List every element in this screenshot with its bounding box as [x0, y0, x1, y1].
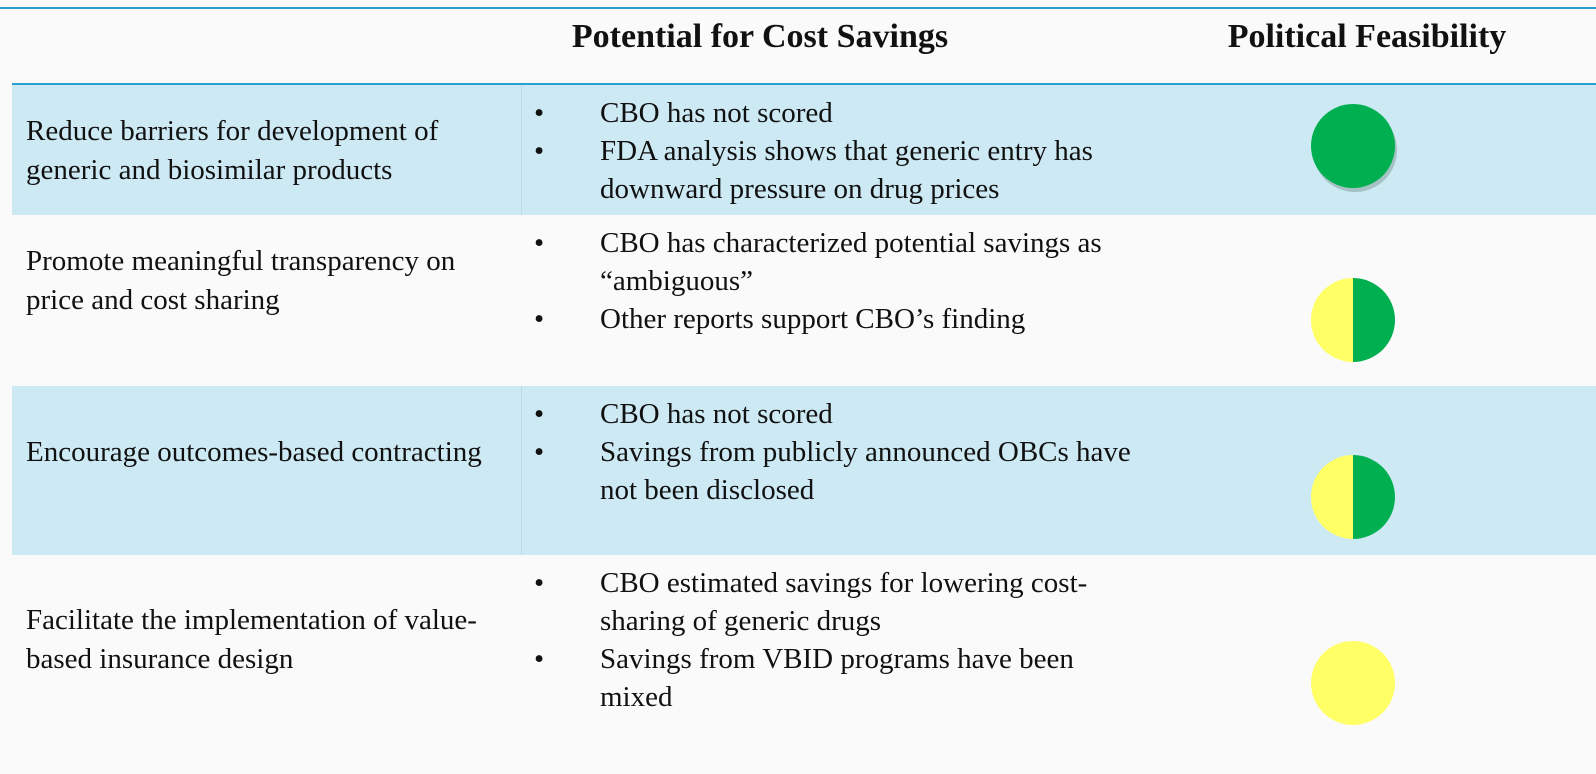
- policy: Reduce barriers for development of gener…: [26, 115, 439, 186]
- bullet: CBO estimated savings for lowering cost-…: [534, 564, 1134, 640]
- bullet: FDA analysis shows that generic entry ha…: [534, 132, 1134, 208]
- bullet-list: CBO has characterized potential savings …: [534, 224, 1134, 338]
- bullet: CBO has characterized potential savings …: [534, 224, 1134, 300]
- rating-circle: [1311, 278, 1395, 362]
- bullet: CBO has not scored: [534, 94, 1134, 132]
- rating-circle: [1311, 104, 1397, 192]
- top-rule: [0, 7, 1596, 9]
- header-rule: [12, 83, 1596, 85]
- column-header: Potential for Cost Savings: [571, 18, 949, 55]
- column-header: Political Feasibility: [1227, 18, 1507, 55]
- bullet: Other reports support CBO’s finding: [534, 300, 1134, 338]
- policy: Facilitate the implementation of value-b…: [26, 604, 477, 675]
- table-row: Encourage outcomes-based contracting CBO…: [12, 386, 1596, 555]
- bullet: CBO has not scored: [534, 395, 1134, 433]
- table-row: Promote meaningful transparency on price…: [12, 215, 1596, 386]
- bullet-list: CBO has not scored Savings from publicly…: [534, 395, 1134, 509]
- policy: Encourage outcomes-based contracting: [26, 435, 482, 468]
- bullet-list: CBO estimated savings for lowering cost-…: [534, 564, 1134, 716]
- rating-circle: [1311, 455, 1395, 539]
- rating-circle: [1311, 641, 1395, 725]
- policy: Promote meaningful transparency on price…: [26, 245, 456, 316]
- table-row: Reduce barriers for development of gener…: [12, 85, 1596, 215]
- bullet: Savings from VBID programs have been mix…: [534, 640, 1134, 716]
- column-divider: [521, 85, 522, 215]
- bullet-list: CBO has not scored FDA analysis shows th…: [534, 94, 1134, 208]
- table-row: Facilitate the implementation of value-b…: [12, 555, 1596, 740]
- bullet: Savings from publicly announced OBCs hav…: [534, 433, 1134, 509]
- column-divider: [521, 386, 522, 555]
